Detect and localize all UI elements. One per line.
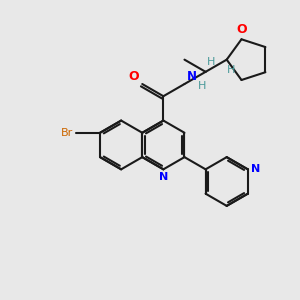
Text: Br: Br	[61, 128, 73, 138]
Text: H: H	[227, 65, 236, 75]
Text: H: H	[198, 81, 206, 92]
Text: N: N	[159, 172, 168, 182]
Text: O: O	[236, 23, 247, 36]
Text: H: H	[206, 57, 215, 68]
Text: O: O	[129, 70, 139, 83]
Text: N: N	[251, 164, 260, 174]
Text: N: N	[187, 70, 197, 83]
